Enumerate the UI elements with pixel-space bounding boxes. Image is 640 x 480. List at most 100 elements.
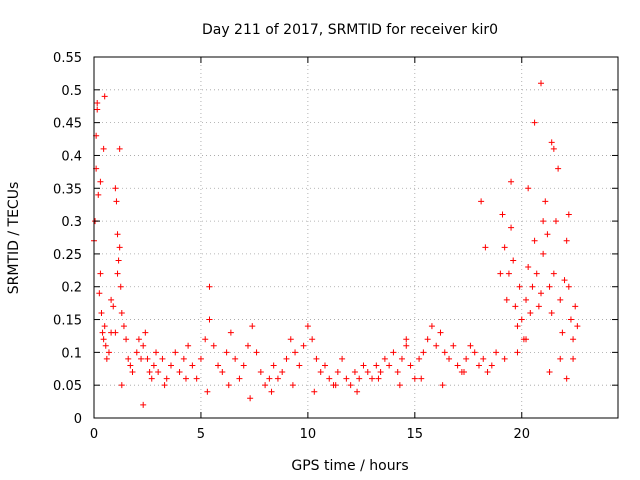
data-point <box>142 329 149 336</box>
y-tick-label: 0.45 <box>53 117 82 132</box>
data-point <box>343 375 350 382</box>
data-point <box>172 349 179 356</box>
data-point <box>351 369 358 376</box>
data-point <box>159 355 166 362</box>
data-point <box>561 277 568 284</box>
data-point <box>180 355 187 362</box>
data-point <box>523 336 530 343</box>
data-point <box>565 211 572 218</box>
data-point <box>377 369 384 376</box>
data-point <box>503 296 510 303</box>
chart-title: Day 211 of 2017, SRMTID for receiver kir… <box>202 22 498 38</box>
data-point <box>98 309 105 316</box>
data-point <box>138 355 145 362</box>
data-point <box>467 342 474 349</box>
data-point <box>204 388 211 395</box>
data-point <box>497 270 504 277</box>
data-point <box>437 329 444 336</box>
data-point <box>418 375 425 382</box>
data-point <box>118 309 125 316</box>
data-point <box>127 362 134 369</box>
data-point <box>559 329 566 336</box>
data-point <box>523 296 530 303</box>
y-axis: 0 0.05 0.1 0.15 0.2 0.25 0.3 0.35 0.4 0.45 0.5 0.55 <box>53 51 618 427</box>
grid <box>94 57 618 418</box>
data-point <box>101 323 108 330</box>
data-point <box>95 191 102 198</box>
data-point <box>309 336 316 343</box>
data-point <box>244 342 251 349</box>
data-point <box>574 323 581 330</box>
data-point <box>555 165 562 172</box>
data-point <box>552 218 559 225</box>
data-point <box>550 270 557 277</box>
data-point <box>155 369 162 376</box>
data-point <box>240 362 247 369</box>
data-point <box>100 336 107 343</box>
data-point <box>206 283 213 290</box>
data-point <box>292 349 299 356</box>
data-point <box>439 382 446 389</box>
data-point <box>531 237 538 244</box>
data-point <box>167 362 174 369</box>
data-point <box>123 336 130 343</box>
data-point <box>112 185 119 192</box>
data-point <box>510 257 517 264</box>
data-points <box>91 80 581 408</box>
y-axis-title: SRMTID / TECUs <box>6 182 22 295</box>
x-tick-label: 0 <box>90 427 98 442</box>
data-point <box>129 369 136 376</box>
data-point <box>548 309 555 316</box>
data-point <box>114 270 121 277</box>
y-tick-label: 0.25 <box>53 248 82 263</box>
y-tick-label: 0.3 <box>61 215 82 230</box>
data-point <box>480 355 487 362</box>
data-point <box>570 336 577 343</box>
data-point <box>232 355 239 362</box>
data-point <box>116 244 123 251</box>
data-point <box>114 231 121 238</box>
data-point <box>287 336 294 343</box>
x-tick-label: 20 <box>513 427 530 442</box>
data-point <box>253 349 260 356</box>
data-point <box>550 145 557 152</box>
data-point <box>118 382 125 389</box>
data-point <box>289 382 296 389</box>
data-point <box>471 349 478 356</box>
data-point <box>103 355 110 362</box>
y-tick-label: 0.55 <box>53 51 82 66</box>
data-point <box>364 369 371 376</box>
data-point <box>508 224 515 231</box>
data-point <box>407 362 414 369</box>
data-point <box>113 198 120 205</box>
data-point <box>572 303 579 310</box>
data-point <box>563 237 570 244</box>
data-point <box>347 382 354 389</box>
data-point <box>163 375 170 382</box>
data-point <box>296 362 303 369</box>
data-point <box>398 355 405 362</box>
data-point <box>94 106 101 113</box>
data-point <box>219 369 226 376</box>
data-point <box>375 375 382 382</box>
data-point <box>94 99 101 106</box>
data-point <box>150 362 157 369</box>
data-point <box>354 388 361 395</box>
data-point <box>332 382 339 389</box>
data-point <box>570 355 577 362</box>
y-tick-label: 0 <box>74 412 82 427</box>
data-point <box>283 355 290 362</box>
data-point <box>144 355 151 362</box>
data-point <box>416 355 423 362</box>
data-point <box>257 369 264 376</box>
data-point <box>516 283 523 290</box>
data-point <box>538 290 545 297</box>
y-tick-label: 0.4 <box>61 149 82 164</box>
data-point <box>135 336 142 343</box>
data-point <box>249 323 256 330</box>
data-point <box>202 336 209 343</box>
data-point <box>565 283 572 290</box>
y-tick-label: 0.1 <box>61 346 82 361</box>
data-point <box>461 369 468 376</box>
